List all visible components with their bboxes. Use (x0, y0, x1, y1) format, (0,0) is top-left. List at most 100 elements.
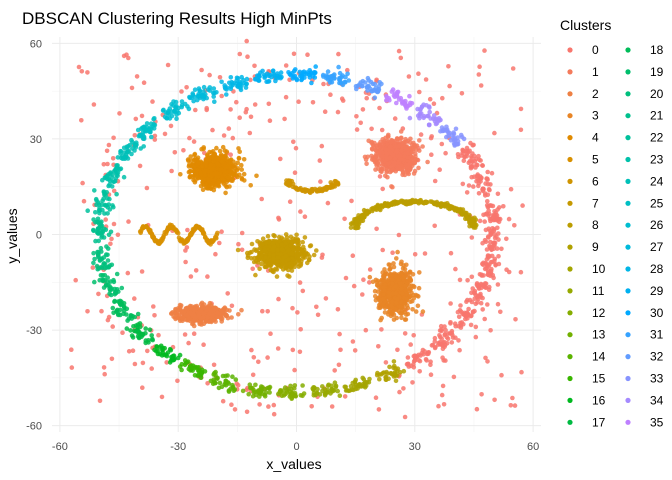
data-point (501, 204, 506, 209)
data-point (412, 357, 418, 362)
data-point (210, 127, 215, 133)
data-point (386, 290, 392, 295)
data-point (290, 263, 295, 269)
data-point (139, 269, 145, 274)
data-point (244, 409, 250, 415)
data-point (299, 73, 305, 78)
data-point (335, 109, 341, 115)
data-point (213, 251, 218, 257)
data-point (129, 151, 134, 157)
data-point (152, 137, 158, 142)
data-point (292, 170, 298, 175)
data-point (412, 160, 418, 165)
data-point (306, 188, 312, 194)
data-point (487, 216, 493, 222)
data-point (428, 372, 434, 378)
data-point (196, 312, 201, 318)
data-point (404, 296, 410, 301)
data-point (418, 132, 424, 137)
data-point (405, 311, 411, 317)
data-point (255, 359, 261, 365)
data-point (104, 148, 110, 154)
data-point (245, 250, 250, 256)
data-point (191, 331, 197, 337)
data-point (473, 324, 479, 330)
data-point (417, 270, 422, 275)
data-point (473, 301, 479, 307)
data-point (197, 88, 202, 93)
data-point (422, 251, 428, 256)
data-point (113, 166, 118, 172)
data-point (191, 139, 197, 144)
data-point (312, 75, 318, 80)
data-point (361, 277, 366, 283)
data-point (125, 270, 131, 276)
data-point (364, 161, 369, 167)
data-point (296, 99, 301, 104)
data-point (251, 387, 256, 393)
data-point (403, 288, 409, 294)
data-point (377, 174, 383, 179)
data-point (114, 271, 120, 277)
data-point (373, 153, 378, 159)
data-point (150, 99, 155, 104)
data-point (267, 390, 272, 395)
data-point (188, 168, 193, 174)
data-point (369, 126, 374, 132)
data-point (173, 228, 178, 233)
data-point (211, 152, 216, 158)
data-point (80, 180, 85, 186)
data-point (175, 378, 180, 384)
data-point (221, 161, 227, 166)
data-point (386, 309, 392, 315)
data-point (379, 327, 384, 332)
data-point (107, 291, 112, 297)
data-point (459, 153, 464, 158)
data-point (90, 265, 96, 270)
data-point (215, 161, 221, 167)
data-point (338, 347, 343, 353)
data-point (413, 143, 418, 148)
data-point (166, 108, 171, 114)
data-point (471, 290, 477, 295)
data-point (345, 71, 350, 77)
data-point (238, 87, 244, 93)
data-point (145, 348, 150, 354)
data-point (211, 94, 216, 99)
data-point (132, 133, 138, 138)
data-point (432, 223, 438, 229)
data-point (350, 253, 356, 258)
data-point (394, 93, 400, 99)
data-point (458, 309, 464, 315)
data-point (299, 76, 305, 82)
data-point (373, 395, 379, 401)
data-point (169, 102, 174, 107)
data-point (228, 107, 233, 112)
data-point (332, 380, 338, 386)
data-point (259, 261, 264, 267)
data-point (236, 312, 241, 317)
data-point (220, 177, 226, 183)
data-point (456, 314, 462, 320)
data-point (223, 190, 228, 196)
data-point (266, 101, 272, 107)
data-point (91, 102, 97, 107)
data-point (149, 333, 154, 338)
data-point (499, 372, 504, 378)
data-point (182, 309, 187, 314)
data-point (117, 301, 123, 307)
data-point (103, 193, 108, 198)
data-point (219, 93, 224, 99)
data-point (232, 387, 238, 392)
data-point (311, 252, 317, 258)
data-point (382, 305, 388, 311)
data-point (302, 214, 308, 219)
data-point (380, 247, 386, 253)
data-point (428, 359, 433, 365)
data-point (395, 136, 400, 142)
data-point (416, 165, 421, 171)
data-point (518, 127, 524, 133)
data-point (368, 86, 373, 92)
data-point (95, 226, 101, 232)
data-point (219, 154, 225, 160)
